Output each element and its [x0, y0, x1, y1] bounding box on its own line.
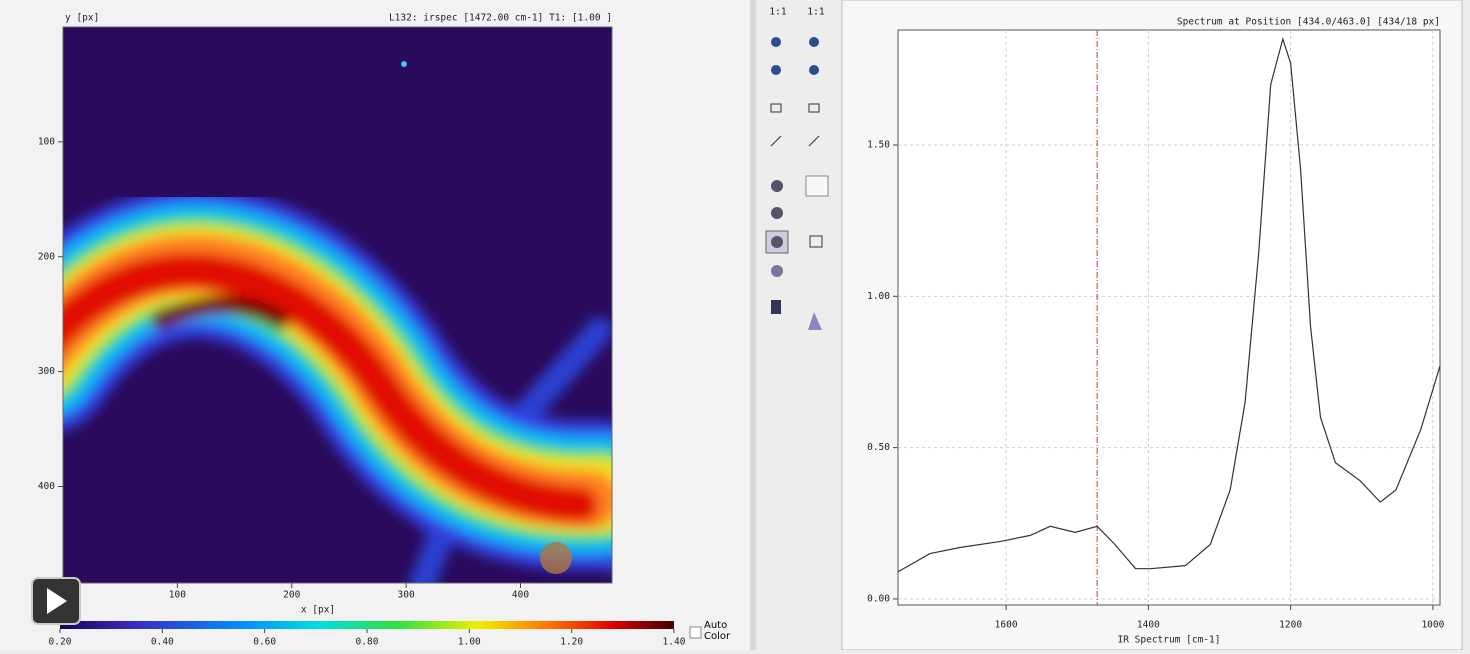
splitter[interactable]	[750, 0, 756, 650]
colorbar-tick-label: 0.80	[356, 637, 379, 648]
colorbar-tick-label: 0.60	[253, 637, 276, 648]
auto-color-label: Auto Color	[704, 620, 749, 650]
x-tick-label: 1000	[1421, 620, 1444, 631]
colorbar	[60, 621, 674, 629]
spectrum-x-label: IR Spectrum [cm-1]	[1118, 635, 1221, 646]
image-info: L132: irspec [1472.00 cm-1] T1: [1.00 ]	[389, 13, 612, 24]
x-tick-label: 100	[169, 590, 186, 601]
plot-area	[898, 30, 1440, 605]
colorbar-tick-label: 0.20	[49, 637, 72, 648]
y-tick-label: 1.50	[867, 140, 890, 151]
spectrum-title: Spectrum at Position [434.0/463.0] [434/…	[1177, 17, 1440, 28]
y-tick-label: 300	[38, 366, 55, 377]
colorbar-tick-label: 0.40	[151, 637, 174, 648]
x-tick-label: 200	[283, 590, 300, 601]
x-tick-label: 1600	[995, 620, 1018, 631]
y-tick-label: 1.00	[867, 291, 890, 302]
colorbar-tick-label: 1.20	[560, 637, 583, 648]
play-button[interactable]	[32, 578, 80, 624]
x-tick-label: 1200	[1279, 620, 1302, 631]
y-tick-label: 100	[38, 136, 55, 147]
heatmap-image	[40, 27, 612, 590]
zoom-1to1[interactable]: 1:1	[769, 7, 786, 18]
toolbar	[758, 0, 840, 650]
y-tick-label: 0.00	[867, 593, 890, 604]
y-tick-label: 0.50	[867, 442, 890, 453]
auto-color-text: Auto Color	[704, 620, 749, 642]
auto-color-checkbox[interactable]	[690, 627, 701, 638]
x-axis-label: x [px]	[301, 605, 335, 616]
y-tick-label: 400	[38, 481, 55, 492]
colorbar-tick-label: 1.00	[458, 637, 481, 648]
screen: 100 200 300 400 100 200 300 400 y [px] L132: ir…	[0, 0, 1470, 650]
x-tick-label: 1400	[1137, 620, 1160, 631]
x-tick-label: 300	[398, 590, 415, 601]
y-axis-label: y [px]	[65, 13, 99, 24]
y-tick-label: 200	[38, 251, 55, 262]
colorbar-tick-label: 1.40	[663, 637, 686, 648]
x-tick-label: 400	[512, 590, 529, 601]
zoom-1to1[interactable]: 1:1	[807, 7, 824, 18]
